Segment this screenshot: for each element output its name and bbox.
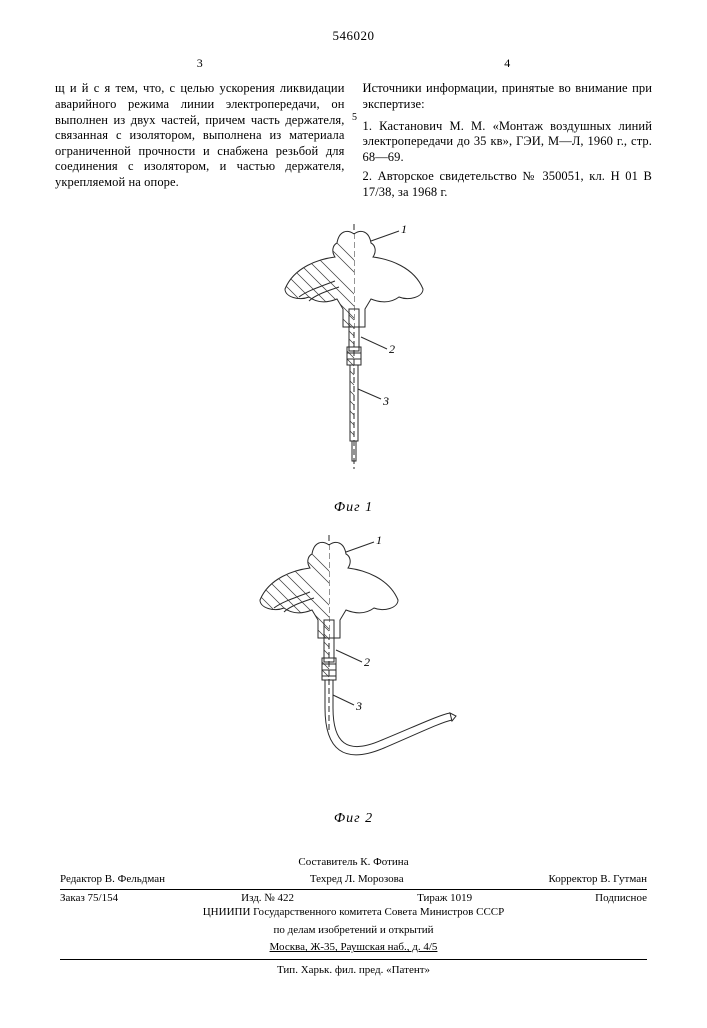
fig2-leader-3: 3 (355, 699, 362, 713)
right-col-number: 4 (363, 56, 653, 71)
figures-container: 1 2 3 Фиг 1 (0, 219, 707, 828)
izd-no: Изд. № 422 (241, 892, 294, 906)
patent-number: 546020 (0, 28, 707, 44)
subscription: Подписное (595, 892, 647, 906)
address-line: Москва, Ж-35, Раушская наб., д. 4/5 (60, 941, 647, 955)
org-line-2: по делам изобретений и открытий (60, 924, 647, 938)
fig2-leader-2: 2 (364, 655, 370, 669)
footer-pub-row: Заказ 75/154 Изд. № 422 Тираж 1019 Подпи… (60, 892, 647, 906)
techred: Техред Л. Морозова (310, 873, 404, 887)
references-heading: Источники информации, принятые во вниман… (363, 81, 653, 112)
figure-2-label: Фиг 2 (334, 810, 373, 828)
footer-staff-row: Редактор В. Фельдман Техред Л. Морозова … (60, 873, 647, 887)
reference-1: 1. Кастанович М. М. «Монтаж воздушных ли… (363, 119, 653, 166)
fig2-leader-1: 1 (376, 533, 382, 547)
figure-1-label: Фиг 1 (334, 499, 373, 517)
fig1-leader-1: 1 (401, 222, 407, 236)
fig1-leader-3: 3 (382, 394, 389, 408)
divider-2 (60, 959, 647, 960)
figure-1-drawing: 1 2 3 (249, 219, 459, 479)
divider-1 (60, 889, 647, 890)
press-line: Тип. Харьк. фил. пред. «Патент» (60, 964, 647, 978)
footer: Составитель К. Фотина Редактор В. Фельдм… (60, 856, 647, 978)
corrector: Корректор В. Гутман (548, 873, 647, 887)
text-columns: 3 щ и й с я тем, что, с целью ускорения … (0, 56, 707, 200)
editor: Редактор В. Фельдман (60, 873, 165, 887)
right-column: 4 Источники информации, принятые во вним… (363, 56, 653, 200)
left-col-text: щ и й с я тем, что, с целью ускорения ли… (55, 81, 345, 190)
circulation: Тираж 1019 (417, 892, 472, 906)
left-col-number: 3 (55, 56, 345, 71)
reference-2: 2. Авторское свидетельство № 350051, кл.… (363, 169, 653, 200)
org-line-1: ЦНИИПИ Государственного комитета Совета … (60, 906, 647, 920)
left-column: 3 щ и й с я тем, что, с целью ускорения … (55, 56, 345, 200)
figure-2-drawing: 1 2 3 (224, 530, 484, 790)
order-no: Заказ 75/154 (60, 892, 118, 906)
compiler-line: Составитель К. Фотина (60, 856, 647, 870)
line-marker-5: 5 (352, 112, 357, 125)
fig1-leader-2: 2 (389, 342, 395, 356)
